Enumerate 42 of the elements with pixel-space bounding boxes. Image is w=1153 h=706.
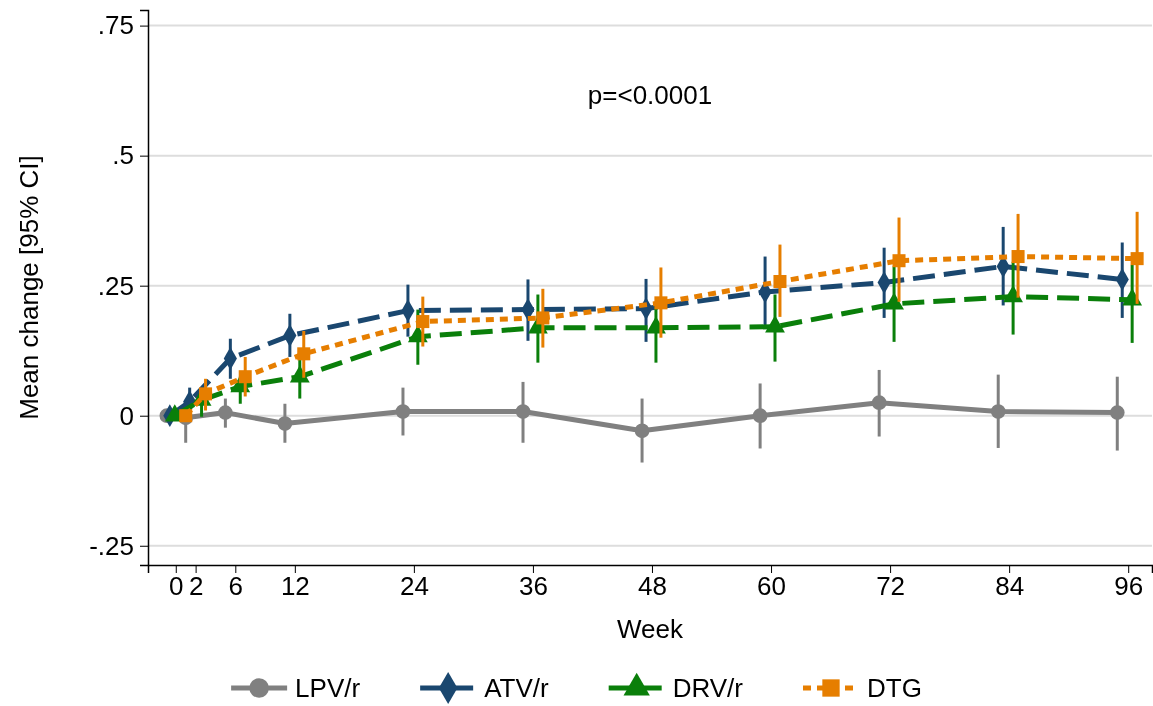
x-tick-label: 2 [188, 571, 204, 602]
point [297, 347, 311, 361]
point [654, 296, 668, 310]
legend-label: LPV/r [295, 673, 361, 703]
x-tick-label: 48 [638, 571, 667, 602]
y-axis-title: Mean change [95% CI] [14, 155, 44, 420]
point [1109, 405, 1125, 420]
annotation: p=<0.0001 [587, 80, 713, 110]
point [773, 275, 787, 289]
x-tick-label: 96 [1114, 571, 1144, 602]
point [1011, 250, 1025, 264]
point [892, 254, 906, 268]
point [238, 370, 252, 384]
x-tick-label: 0 [169, 571, 184, 602]
point [218, 405, 233, 420]
point [1130, 252, 1144, 266]
y-tick-label: .25 [97, 270, 134, 301]
legend-label: ATV/r [484, 673, 550, 703]
x-axis-title: Week [617, 614, 684, 644]
x-tick-label: 24 [399, 571, 429, 602]
point [634, 423, 650, 439]
point [536, 311, 550, 325]
point [277, 416, 293, 431]
legend-label: DTG [866, 673, 922, 703]
legend-label: DRV/r [672, 673, 744, 703]
x-tick-label: 12 [280, 571, 310, 602]
y-tick-label: .75 [97, 10, 134, 41]
point [752, 408, 768, 424]
y-tick-label: 0 [119, 400, 134, 431]
point [990, 404, 1006, 419]
point [416, 315, 430, 329]
point [515, 404, 531, 419]
x-tick-label: 72 [876, 571, 906, 602]
x-tick-label: 6 [228, 571, 244, 602]
y-tick-label: .5 [112, 140, 134, 171]
x-tick-label: 60 [757, 571, 786, 602]
point [199, 387, 213, 401]
x-tick-label: 84 [995, 571, 1025, 602]
x-tick-label: 36 [518, 571, 548, 602]
y-tick-label: -.25 [89, 530, 134, 561]
point [871, 395, 887, 411]
point [395, 404, 411, 419]
